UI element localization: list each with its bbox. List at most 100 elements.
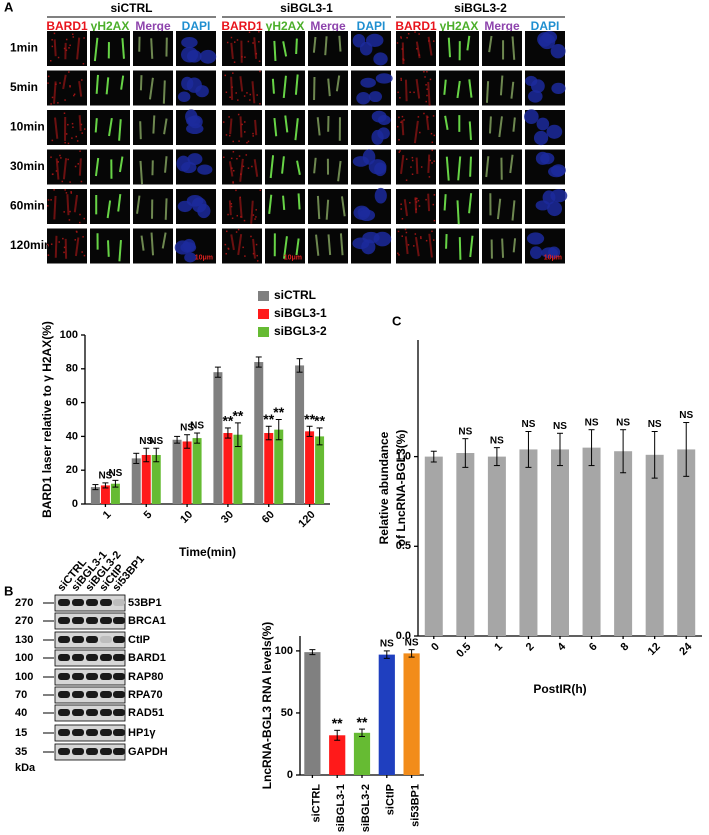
speckle: [399, 150, 401, 152]
nucleus: [529, 246, 543, 259]
significance: NS: [405, 637, 419, 648]
nucleus: [527, 90, 543, 103]
speckle: [413, 91, 415, 94]
stripe: [283, 236, 288, 259]
speckle: [71, 137, 73, 139]
y-axis-title: BARD1 laser relative to γ H2AX(%): [40, 321, 54, 518]
speckle: [47, 199, 50, 201]
blot-band: [72, 729, 84, 736]
speckle: [64, 189, 66, 191]
scale-bar-label: 10μm: [284, 254, 302, 261]
stripe: [415, 41, 421, 59]
stripe: [78, 158, 82, 176]
speckle: [255, 216, 257, 218]
speckle: [83, 128, 86, 130]
panel-label: B: [4, 583, 13, 598]
speckle: [432, 203, 435, 206]
stripe: [93, 37, 99, 62]
speckle: [400, 203, 402, 206]
speckle: [79, 150, 81, 152]
nucleus: [546, 124, 563, 139]
nucleus: [362, 231, 380, 244]
time-label: 120min: [10, 238, 51, 252]
speckle: [411, 173, 414, 175]
speckle: [259, 189, 262, 192]
significance: NS: [585, 417, 599, 428]
speckle: [256, 94, 258, 96]
speckle: [71, 122, 74, 125]
bar: [254, 362, 264, 504]
blot-band: [72, 709, 84, 716]
bar: [131, 458, 141, 504]
stripe: [511, 200, 516, 221]
speckle: [230, 157, 233, 160]
speckle: [83, 37, 85, 39]
y-tick-label: 1.0: [396, 451, 411, 463]
bar: [329, 735, 346, 775]
speckle: [398, 254, 400, 256]
blot-band: [113, 654, 125, 661]
nucleus: [550, 44, 566, 59]
blot-band: [58, 599, 70, 606]
speckle: [407, 32, 410, 35]
stripe: [295, 38, 298, 55]
stripe: [488, 116, 492, 134]
stripe: [62, 74, 67, 90]
stripe: [164, 156, 168, 173]
speckle: [77, 163, 79, 165]
nucleus: [537, 32, 552, 47]
blot-band: [86, 673, 98, 680]
stripe: [140, 235, 145, 251]
blot-band: [72, 691, 84, 698]
x-tick-label: 5: [142, 509, 155, 522]
speckle: [225, 134, 228, 136]
stripe: [294, 74, 299, 95]
stripe: [94, 118, 98, 133]
blot-band: [86, 617, 98, 624]
stripe: [53, 39, 57, 57]
speckle: [228, 116, 230, 118]
speckle: [428, 176, 431, 178]
stripe: [338, 35, 342, 52]
speckle: [433, 134, 436, 137]
marker-label: 100: [15, 652, 33, 664]
panel-label: A: [4, 0, 14, 14]
stripe: [445, 156, 450, 181]
nucleus: [186, 116, 201, 127]
speckle: [229, 96, 231, 99]
speckle: [248, 31, 251, 33]
marker-label: 35: [15, 746, 27, 758]
speckle: [69, 44, 71, 47]
stripe: [239, 116, 243, 138]
stripe: [105, 77, 110, 95]
speckle: [426, 71, 428, 73]
stripe: [414, 197, 418, 214]
x-tick-label: 12: [646, 641, 663, 658]
micrograph: [265, 110, 305, 145]
nucleus: [186, 123, 204, 135]
speckle: [419, 131, 421, 134]
protein-label: CtIP: [128, 634, 150, 646]
speckle: [251, 165, 253, 168]
stripe: [327, 78, 331, 97]
speckle: [69, 85, 71, 88]
stripe: [237, 234, 243, 256]
nucleus: [368, 91, 383, 103]
speckle: [50, 156, 52, 158]
speckle: [241, 123, 243, 126]
stripe: [445, 234, 448, 249]
stripe: [117, 194, 122, 212]
stripe: [456, 200, 460, 225]
significance: NS: [679, 410, 693, 421]
speckle: [53, 189, 55, 191]
blot-band: [113, 673, 125, 680]
speckle: [81, 132, 83, 134]
speckle: [81, 251, 83, 253]
speckle: [58, 241, 60, 243]
micrograph: [90, 228, 130, 264]
protein-label: RPA70: [128, 689, 163, 701]
legend-swatch: [258, 309, 269, 319]
speckle: [69, 181, 71, 183]
speckle: [224, 74, 227, 77]
stripe: [316, 117, 321, 136]
